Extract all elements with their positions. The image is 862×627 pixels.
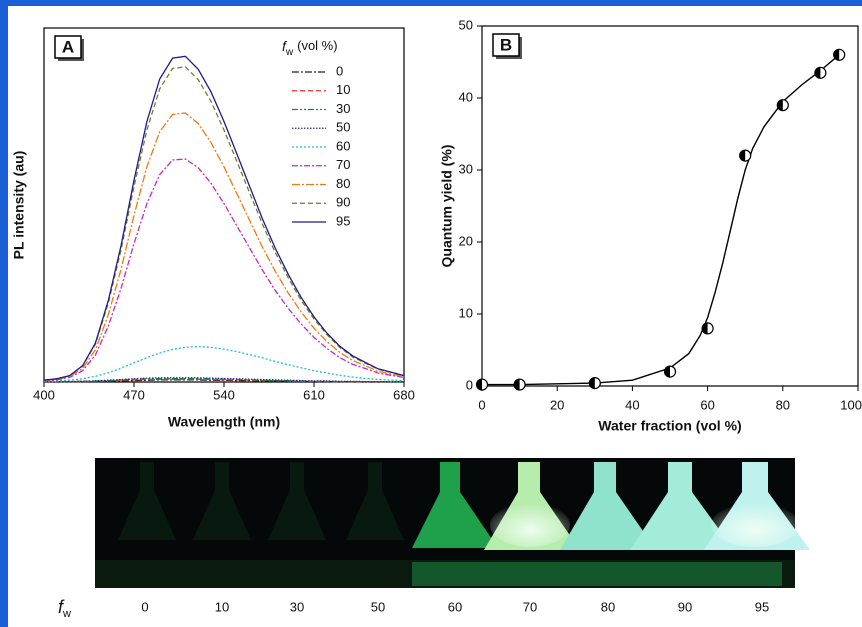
legend-label: 30 bbox=[336, 101, 350, 116]
y-axis-label: PL intensity (au) bbox=[11, 151, 27, 260]
data-point-half bbox=[739, 150, 746, 162]
legend-label: 80 bbox=[336, 176, 350, 191]
data-point-half bbox=[777, 99, 783, 111]
y-tick-label: 10 bbox=[459, 305, 473, 320]
x-tick-label: 40 bbox=[625, 397, 639, 412]
legend-title-unit: (vol %) bbox=[297, 38, 337, 53]
spectrum-line bbox=[43, 345, 405, 382]
legend-label: 60 bbox=[336, 138, 350, 153]
data-point-half bbox=[833, 49, 840, 61]
flask bbox=[118, 462, 176, 540]
data-point-half bbox=[476, 379, 482, 391]
chart: B 0 20 40 60 80 100 0 10 20 30 40 50 Water fraction (… bbox=[439, 17, 862, 433]
flask bbox=[193, 462, 251, 540]
spectrum-line bbox=[43, 158, 405, 382]
photo-axis-label: fw bbox=[58, 597, 71, 620]
x-tick-label: 20 bbox=[550, 397, 564, 412]
photo-label: 50 bbox=[371, 599, 385, 614]
x-tick-label: 80 bbox=[776, 397, 790, 412]
panel-label: A bbox=[62, 37, 74, 56]
photo-axis-symbol: f bbox=[58, 597, 65, 617]
legend-label: 0 bbox=[336, 63, 343, 78]
x-axis-label: Wavelength (nm) bbox=[168, 414, 280, 430]
photo-label: 0 bbox=[141, 599, 148, 614]
data-point-half bbox=[814, 67, 821, 79]
flask bbox=[268, 462, 326, 540]
y-tick-label: 40 bbox=[459, 89, 473, 104]
frame-left bbox=[0, 0, 8, 627]
photo-label: 90 bbox=[678, 599, 692, 614]
data-point-half bbox=[702, 322, 708, 334]
photo bbox=[95, 458, 810, 588]
y-axis-label: Quantum yield (%) bbox=[439, 145, 455, 268]
x-tick-label: 540 bbox=[213, 387, 235, 402]
flask bbox=[560, 462, 656, 550]
photo-label: 95 bbox=[755, 599, 769, 614]
panel-label: B bbox=[500, 35, 512, 54]
legend-label: 90 bbox=[336, 195, 350, 210]
y-tick-label: 0 bbox=[466, 377, 473, 392]
flask bbox=[412, 462, 498, 548]
legend-title-symbol: f bbox=[282, 38, 288, 54]
legend-label: 95 bbox=[336, 213, 350, 228]
x-tick-label: 0 bbox=[478, 397, 485, 412]
panel-label-box bbox=[492, 33, 520, 57]
photo-label: 10 bbox=[215, 599, 229, 614]
photo-label: 80 bbox=[601, 599, 615, 614]
legend-title: fw (vol %) bbox=[282, 38, 338, 58]
plot-frame bbox=[481, 25, 859, 387]
frame-top bbox=[0, 0, 862, 6]
y-tick-label: 30 bbox=[459, 161, 473, 176]
spectrum-line bbox=[43, 377, 404, 383]
x-tick-label: 100 bbox=[840, 397, 862, 412]
x-tick-label: 610 bbox=[303, 387, 325, 402]
x-axis-label: Water fraction (vol %) bbox=[598, 418, 741, 434]
flask-glow bbox=[711, 503, 799, 547]
x-tick-label: 60 bbox=[700, 397, 714, 412]
spectrum-line bbox=[43, 55, 405, 381]
reflection bbox=[412, 562, 782, 586]
spectrum-line bbox=[43, 112, 405, 382]
legend-title-subscript: w bbox=[285, 47, 294, 58]
x-tick-label: 680 bbox=[393, 387, 415, 402]
flask bbox=[346, 462, 404, 540]
flask-glow bbox=[490, 503, 570, 547]
photo-axis-subscript: w bbox=[62, 608, 71, 620]
chart: A 400 470 540 610 680 Wavelength (nm) PL intens… bbox=[11, 27, 415, 430]
photo-label: 70 bbox=[523, 599, 537, 614]
legend-label: 50 bbox=[336, 120, 350, 135]
photo-label: 60 bbox=[448, 599, 462, 614]
y-tick-label: 50 bbox=[459, 17, 473, 32]
x-tick-label: 400 bbox=[33, 387, 55, 402]
data-point-half bbox=[589, 377, 595, 389]
legend-label: 10 bbox=[336, 82, 350, 97]
legend-label: 70 bbox=[336, 157, 350, 172]
y-tick-label: 20 bbox=[459, 233, 473, 248]
photo-label: 30 bbox=[290, 599, 304, 614]
data-point-half bbox=[664, 366, 670, 378]
flask bbox=[630, 462, 734, 550]
panel-label-box bbox=[54, 35, 82, 59]
data-point-half bbox=[514, 379, 520, 391]
x-tick-label: 470 bbox=[123, 387, 145, 402]
